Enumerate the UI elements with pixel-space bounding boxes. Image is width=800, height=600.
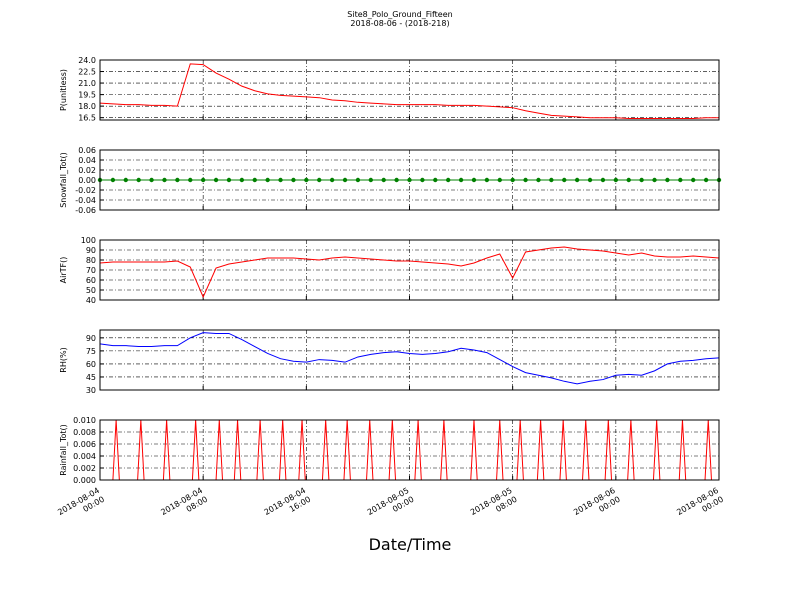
data-point (691, 177, 696, 183)
y-tick-label: 60 (86, 360, 96, 369)
data-point (394, 177, 399, 183)
data-point (213, 177, 219, 183)
data-point (252, 177, 257, 183)
y-tick-label: 45 (86, 373, 96, 382)
data-point (471, 177, 477, 183)
data-point (226, 177, 232, 183)
y-tick-label: 21.0 (78, 79, 96, 88)
y-tick-label: 30 (86, 386, 96, 395)
y-tick-label: 0.002 (73, 464, 96, 473)
data-point (639, 177, 644, 183)
y-tick-label: 0.008 (73, 428, 96, 437)
y-tick-label: 0.04 (78, 156, 96, 165)
data-point (433, 177, 438, 183)
y-tick-label: 0.004 (73, 452, 96, 461)
data-point (420, 177, 425, 183)
y-tick-label: 16.5 (78, 114, 96, 123)
data-point (317, 177, 322, 183)
data-point (587, 177, 593, 183)
data-point (562, 177, 567, 183)
y-tick-label: 19.5 (78, 91, 96, 100)
y-tick-label: 90 (86, 246, 96, 255)
data-point (123, 177, 128, 183)
y-tick-label: 22.5 (78, 68, 96, 77)
y-axis-label: RH(%) (59, 347, 68, 372)
data-point (458, 177, 464, 183)
data-point (523, 177, 528, 183)
y-tick-label: 24.0 (78, 56, 96, 65)
y-tick-label: 100 (81, 236, 96, 245)
axes-frame (99, 149, 720, 211)
data-point (613, 177, 619, 183)
data-point (304, 177, 309, 183)
data-point (239, 177, 245, 183)
data-point (149, 177, 154, 183)
y-tick-label: 0.000 (73, 476, 96, 485)
data-point (484, 177, 490, 183)
data-point (574, 177, 580, 183)
data-line (99, 246, 720, 299)
data-point (188, 177, 193, 183)
figure-subtitle: 2018-08-06 - (2018-218) (350, 19, 449, 28)
data-point (136, 177, 141, 183)
data-point (342, 177, 348, 183)
axes-frame (99, 419, 720, 481)
data-point (162, 177, 167, 183)
data-line (99, 332, 720, 385)
figure-title: Site8_Polo_Ground_Fifteen (347, 10, 452, 19)
y-axis-label: Rainfall_Tot() (59, 424, 68, 476)
axes-frame (99, 59, 720, 121)
data-point (600, 177, 606, 183)
y-tick-label: 0.010 (73, 416, 96, 425)
y-axis-label: P(unitless) (59, 69, 68, 111)
data-point (175, 177, 180, 183)
data-point (329, 177, 335, 183)
data-point (652, 177, 657, 183)
data-point (355, 177, 361, 183)
y-tick-label: 70 (86, 266, 96, 275)
y-tick-label: 50 (86, 286, 96, 295)
data-point (497, 177, 502, 183)
axes-frame (99, 329, 720, 391)
y-tick-label: 0.06 (78, 146, 96, 155)
data-point (381, 177, 386, 183)
data-point (665, 177, 670, 183)
y-tick-label: 0.00 (78, 176, 96, 185)
x-axis-label: Date/Time (369, 535, 452, 554)
data-point (678, 177, 683, 183)
data-point (265, 177, 270, 183)
y-tick-label: 80 (86, 256, 96, 265)
y-tick-label: 60 (86, 276, 96, 285)
data-point (536, 177, 541, 183)
data-point (626, 177, 631, 183)
y-tick-label: 0.006 (73, 440, 96, 449)
y-tick-label: 40 (86, 296, 96, 305)
data-point (407, 177, 412, 183)
y-tick-label: 0.02 (78, 166, 96, 175)
data-point (510, 177, 515, 183)
data-line (99, 63, 719, 119)
y-axis-label: Snowfall_Tot() (59, 152, 68, 208)
y-tick-label: 18.0 (78, 102, 96, 111)
y-tick-label: -0.06 (75, 206, 96, 215)
data-point (445, 177, 451, 183)
axes-frame (99, 239, 720, 301)
y-tick-label: -0.02 (75, 186, 96, 195)
data-point (549, 177, 554, 183)
y-tick-label: 75 (86, 347, 96, 356)
data-point (200, 177, 206, 183)
y-tick-label: 90 (86, 334, 96, 343)
data-point (278, 177, 283, 183)
data-point (703, 177, 709, 183)
data-point (368, 177, 374, 183)
data-point (291, 177, 296, 183)
y-axis-label: AirTF() (59, 257, 68, 284)
y-tick-label: -0.04 (75, 196, 96, 205)
data-point (110, 177, 116, 183)
